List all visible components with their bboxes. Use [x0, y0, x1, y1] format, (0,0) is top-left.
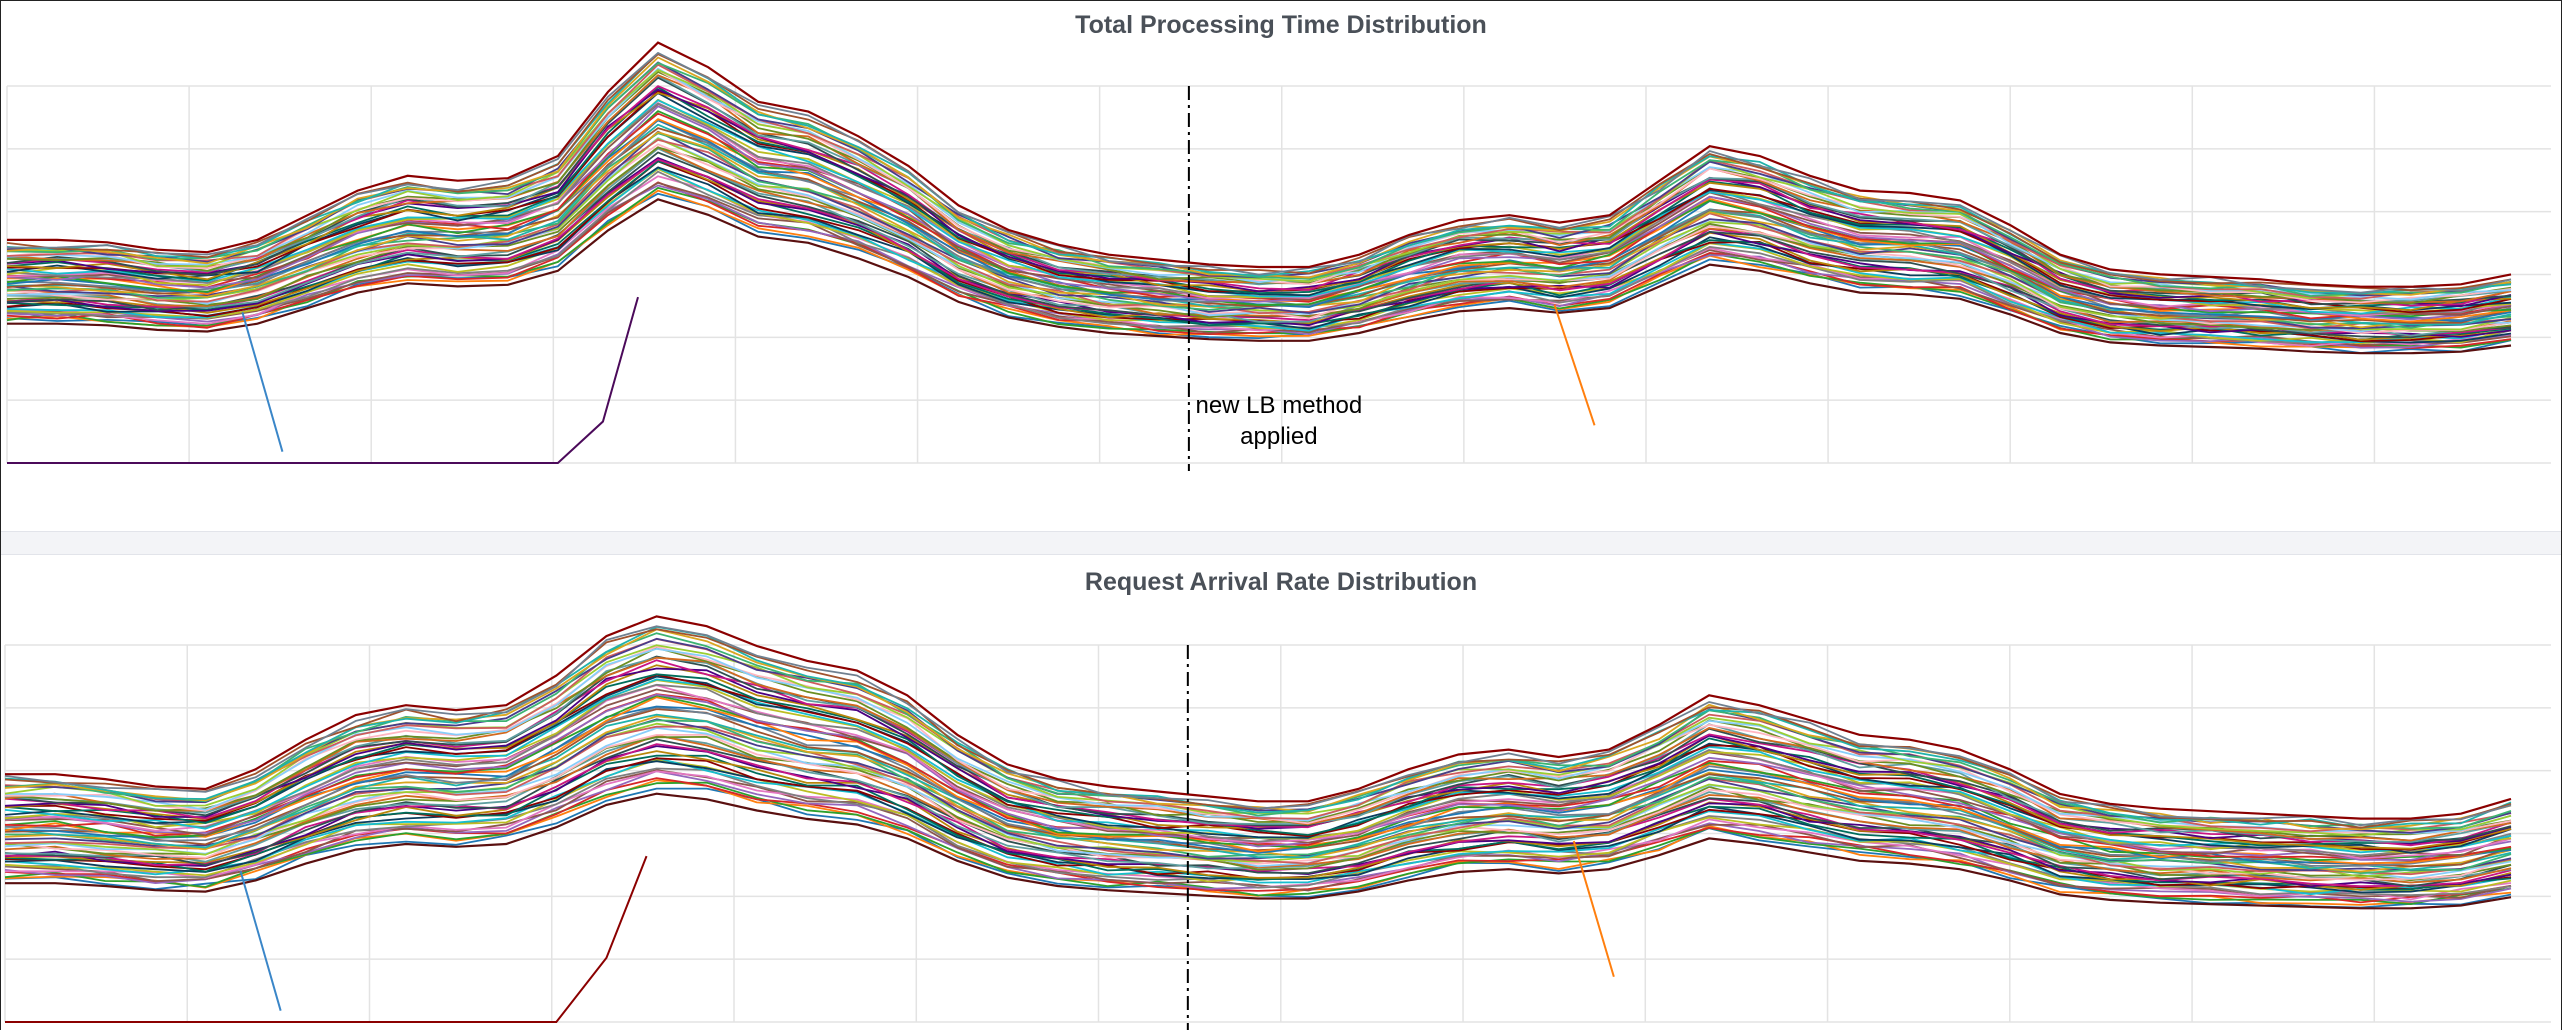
bottom-series-line [4, 743, 2512, 888]
top-series-line [6, 62, 2512, 297]
bottom-series-line [4, 719, 2512, 874]
bottom-outliers [5, 840, 1615, 1023]
top-series-line [6, 168, 2512, 345]
bottom-outlier-line [5, 855, 648, 1023]
bottom-series-line [4, 736, 2512, 882]
bottom-series-line [4, 638, 2512, 833]
top-outlier-line [1553, 304, 1596, 426]
bottom-series-line [4, 750, 2512, 891]
top-series-line [6, 67, 2512, 301]
arrival-rate-chart [4, 615, 2551, 1030]
bottom-series-line [4, 754, 2512, 891]
processing-time-chart: new LB method applied [6, 41, 2551, 471]
bottom-envelope-line [5, 792, 2512, 910]
top-series-line [6, 92, 2512, 312]
top-outliers [7, 296, 1596, 464]
top-envelope-line [7, 198, 2512, 355]
bottom-envelope-line [5, 615, 2512, 820]
bottom-series-line [4, 626, 2512, 829]
bottom-series-line [4, 647, 2512, 835]
top-annotation-text: new LB method [1195, 392, 1362, 419]
bottom-series-line [4, 625, 2512, 827]
bottom-series-line [4, 757, 2512, 896]
top-series-line [6, 166, 2512, 343]
top-series-line [6, 137, 2512, 331]
bottom-series-group [4, 615, 2512, 910]
panel-separator [1, 531, 2561, 555]
bottom-series-line [4, 637, 2512, 834]
top-series-line [6, 69, 2512, 300]
bottom-series-line [4, 734, 2512, 881]
top-series-line [6, 151, 2512, 339]
top-series-line [6, 61, 2512, 297]
bottom-series-line [4, 656, 2512, 843]
processing-time-title: Total Processing Time Distribution [1075, 11, 1487, 39]
top-series-line [6, 52, 2512, 294]
top-series-group [6, 41, 2512, 355]
arrival-rate-title: Request Arrival Rate Distribution [1084, 568, 1478, 596]
bottom-series-line [4, 705, 2512, 865]
bottom-series-line [4, 734, 2512, 884]
top-envelope-line [7, 41, 2512, 288]
arrival-rate-panel: Request Arrival Rate Distribution [1, 555, 2561, 1030]
top-series-line [6, 158, 2512, 341]
top-annotation-text: applied [1240, 423, 1317, 450]
bottom-outlier-line [239, 870, 282, 1011]
bottom-series-line [4, 655, 2512, 842]
bottom-series-line [4, 713, 2512, 871]
top-series-line [6, 181, 2512, 349]
processing-time-panel: Total Processing Time Distribution new L… [1, 1, 2561, 531]
bottom-series-line [4, 769, 2512, 899]
bottom-series-line [4, 725, 2512, 876]
top-outlier-line [241, 311, 284, 452]
bottom-outlier-line [1572, 840, 1615, 978]
top-series-line [6, 127, 2512, 324]
top-outlier-line [7, 296, 639, 464]
bottom-series-line [4, 683, 2512, 857]
bottom-series-line [4, 693, 2512, 862]
